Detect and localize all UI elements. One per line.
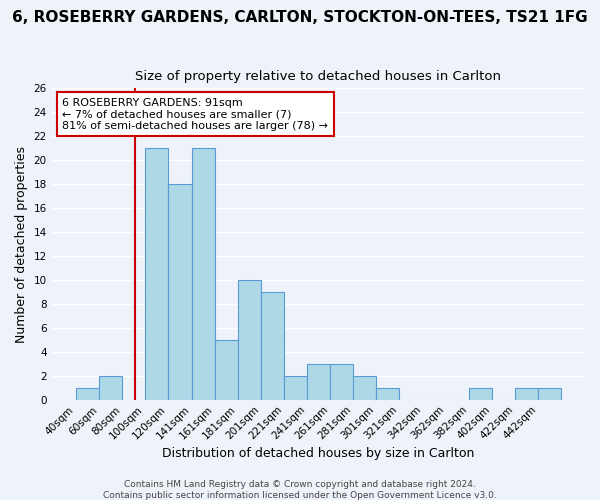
Bar — [238, 280, 261, 400]
Bar — [215, 340, 238, 400]
Bar — [515, 388, 538, 400]
Bar — [192, 148, 215, 400]
Bar — [261, 292, 284, 400]
Bar — [145, 148, 168, 400]
Bar — [353, 376, 376, 400]
Bar — [469, 388, 492, 400]
Y-axis label: Number of detached properties: Number of detached properties — [15, 146, 28, 342]
Bar — [284, 376, 307, 400]
Title: Size of property relative to detached houses in Carlton: Size of property relative to detached ho… — [136, 70, 502, 83]
Bar — [168, 184, 192, 400]
Bar — [538, 388, 561, 400]
Bar — [330, 364, 353, 400]
Text: 6, ROSEBERRY GARDENS, CARLTON, STOCKTON-ON-TEES, TS21 1FG: 6, ROSEBERRY GARDENS, CARLTON, STOCKTON-… — [12, 10, 588, 25]
X-axis label: Distribution of detached houses by size in Carlton: Distribution of detached houses by size … — [162, 447, 475, 460]
Text: 6 ROSEBERRY GARDENS: 91sqm
← 7% of detached houses are smaller (7)
81% of semi-d: 6 ROSEBERRY GARDENS: 91sqm ← 7% of detac… — [62, 98, 328, 131]
Bar — [76, 388, 99, 400]
Bar — [307, 364, 330, 400]
Bar — [376, 388, 399, 400]
Bar — [99, 376, 122, 400]
Text: Contains HM Land Registry data © Crown copyright and database right 2024.
Contai: Contains HM Land Registry data © Crown c… — [103, 480, 497, 500]
